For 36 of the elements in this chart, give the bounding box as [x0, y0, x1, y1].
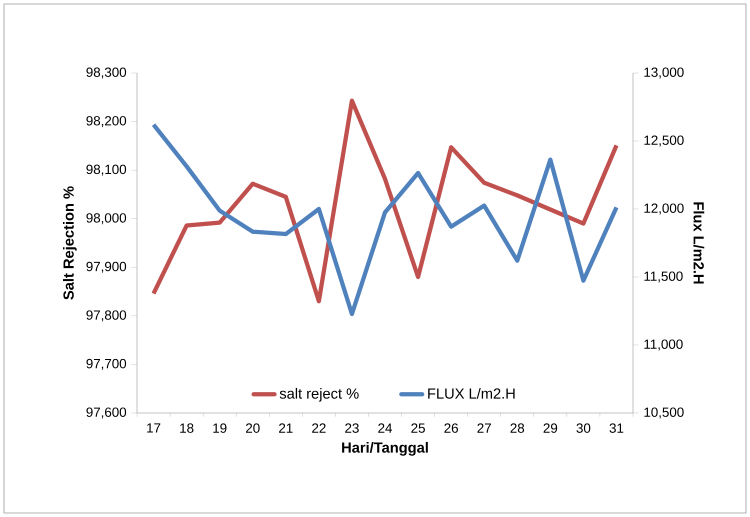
x-tick-label: 27 [477, 423, 491, 433]
y2-tick-label: 11,500 [644, 271, 683, 283]
x-tick-label: 26 [444, 423, 458, 433]
y-tick-label: 98,300 [86, 68, 126, 79]
y-tick-label: 98,200 [86, 116, 126, 128]
y-tick-label: 97,600 [86, 407, 126, 419]
x-tick-label: 24 [378, 423, 392, 433]
y-tick-label: 97,700 [86, 358, 126, 370]
y2-tick-label: 12,000 [644, 203, 684, 215]
x-tick-label: 17 [147, 423, 160, 433]
x-tick-label: 23 [345, 423, 359, 433]
y-tick-label: 97,900 [86, 262, 126, 273]
x-tick-label: 22 [312, 423, 326, 433]
y2-tick-label: 10,500 [644, 407, 684, 418]
x-axis-title: Hari/Tanggal [342, 442, 428, 456]
y-tick-label: 97,800 [86, 310, 126, 322]
y-tick-label: 98,000 [86, 213, 126, 224]
y2-tick-label: 11,000 [644, 339, 683, 351]
x-tick-label: 18 [180, 423, 194, 433]
x-tick-label: 21 [279, 423, 293, 433]
x-tick-label: 30 [576, 423, 590, 433]
line-series [151, 122, 619, 316]
y2-tick-label: 13,000 [644, 67, 684, 79]
y2-axis-title: Flux L/m2.H [693, 202, 704, 284]
y2-tick-label: 12,500 [644, 135, 684, 147]
x-tick-label: 31 [610, 423, 624, 433]
legend-label: salt reject % [280, 388, 359, 402]
y-tick-label: 98,100 [86, 164, 126, 176]
x-tick-label: 28 [510, 423, 524, 433]
x-tick-label: 25 [411, 423, 425, 433]
x-tick-label: 29 [544, 423, 558, 433]
line-series [151, 98, 619, 304]
y-axis-title: Salt Rejection % [63, 186, 77, 300]
legend-label: FLUX L/m2.H [428, 388, 515, 399]
x-tick-label: 19 [213, 423, 226, 433]
x-tick-label: 20 [246, 423, 260, 433]
